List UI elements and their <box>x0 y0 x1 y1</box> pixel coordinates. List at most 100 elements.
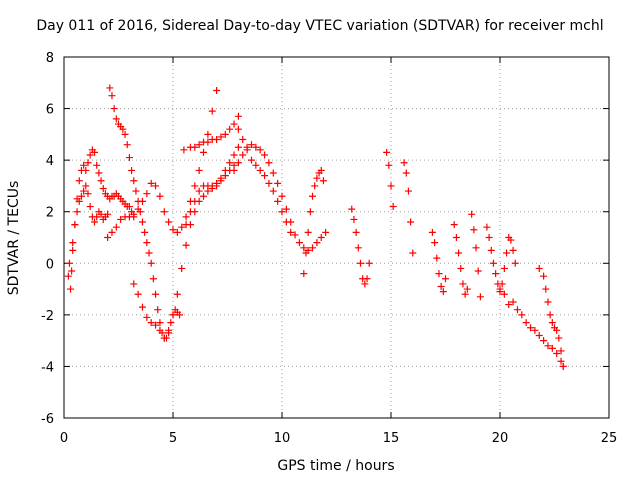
data-point <box>354 244 362 252</box>
data-point <box>191 197 199 205</box>
data-point <box>400 159 408 167</box>
data-point <box>234 112 242 120</box>
data-point <box>119 125 127 133</box>
x-axis-label: GPS time / hours <box>277 458 394 474</box>
data-point <box>156 319 164 327</box>
data-point <box>69 246 77 254</box>
data-point <box>352 228 360 236</box>
data-point <box>178 264 186 272</box>
data-point <box>208 107 216 115</box>
data-point <box>68 267 76 275</box>
data-point <box>356 259 364 267</box>
data-point <box>121 130 129 138</box>
data-point <box>191 182 199 190</box>
data-point <box>527 324 535 332</box>
x-tick-label: 20 <box>492 431 509 446</box>
data-point <box>82 166 90 174</box>
data-point <box>112 223 120 231</box>
data-point <box>243 146 251 154</box>
data-point <box>182 213 190 221</box>
data-point <box>147 259 155 267</box>
data-point <box>483 223 491 231</box>
data-point <box>99 185 107 193</box>
data-point <box>195 187 203 195</box>
data-point <box>452 234 460 241</box>
data-point <box>149 275 157 283</box>
data-point <box>226 159 234 167</box>
series-arc-11 <box>348 205 373 288</box>
data-point <box>147 319 155 327</box>
data-point <box>165 326 173 334</box>
data-point <box>387 182 395 190</box>
data-point <box>73 208 81 216</box>
data-point <box>365 259 373 267</box>
series-arc-9 <box>234 125 295 236</box>
data-point <box>313 239 321 247</box>
data-point <box>348 205 356 213</box>
data-point <box>143 239 151 247</box>
data-point <box>428 228 436 236</box>
data-point <box>496 285 504 293</box>
data-point <box>128 166 136 174</box>
data-point <box>540 337 548 345</box>
data-point <box>95 169 103 177</box>
data-point <box>265 179 273 187</box>
data-point <box>97 177 105 185</box>
data-point <box>544 298 552 306</box>
data-point <box>252 143 260 151</box>
data-point <box>450 221 458 229</box>
data-point <box>226 125 234 133</box>
data-point <box>531 326 539 334</box>
chart-title: Day 011 of 2016, Sidereal Day-to-day VTE… <box>36 18 603 34</box>
data-point <box>247 141 255 149</box>
series-arc-8 <box>230 141 330 254</box>
series-arc-2 <box>65 182 112 267</box>
data-point <box>123 141 131 149</box>
series-arc-14 <box>468 210 519 301</box>
data-point <box>64 272 72 280</box>
x-tick-label: 25 <box>601 431 618 446</box>
data-point <box>173 290 181 298</box>
data-point <box>252 161 260 169</box>
data-point <box>75 177 83 185</box>
data-point <box>108 92 116 100</box>
data-point <box>147 179 155 187</box>
data-point <box>309 192 317 200</box>
data-point <box>485 234 493 241</box>
data-point <box>82 182 90 190</box>
data-point <box>154 306 162 314</box>
data-point <box>80 161 88 169</box>
data-point <box>234 143 242 151</box>
data-point <box>84 190 92 198</box>
data-point <box>213 87 221 95</box>
data-point <box>322 228 330 236</box>
data-point <box>77 192 85 200</box>
data-point <box>143 190 151 198</box>
data-point <box>130 280 138 288</box>
data-point <box>213 182 221 190</box>
data-point <box>487 246 495 254</box>
data-point <box>71 221 79 229</box>
axis-ticks: 0 5 10 15 20 25 -6 -4 -2 0 2 4 6 8 <box>41 51 617 446</box>
y-tick-label: -6 <box>41 412 54 427</box>
data-point <box>500 264 508 272</box>
data-point <box>313 174 321 182</box>
series-arc-3 <box>106 84 184 342</box>
data-point <box>518 311 526 319</box>
data-point <box>234 125 242 133</box>
data-point <box>389 203 397 211</box>
x-tick-label: 15 <box>383 431 400 446</box>
data-point <box>134 205 142 213</box>
data-point <box>152 321 160 329</box>
data-point <box>93 213 101 221</box>
data-point <box>213 136 221 144</box>
data-point <box>274 179 282 187</box>
data-point <box>509 246 517 254</box>
x-tick-label: 0 <box>60 431 68 446</box>
data-point <box>108 228 116 236</box>
series-arc-13 <box>428 221 471 298</box>
data-point <box>535 264 543 272</box>
data-point <box>300 270 308 278</box>
data-point <box>130 210 138 218</box>
data-point <box>138 303 146 311</box>
